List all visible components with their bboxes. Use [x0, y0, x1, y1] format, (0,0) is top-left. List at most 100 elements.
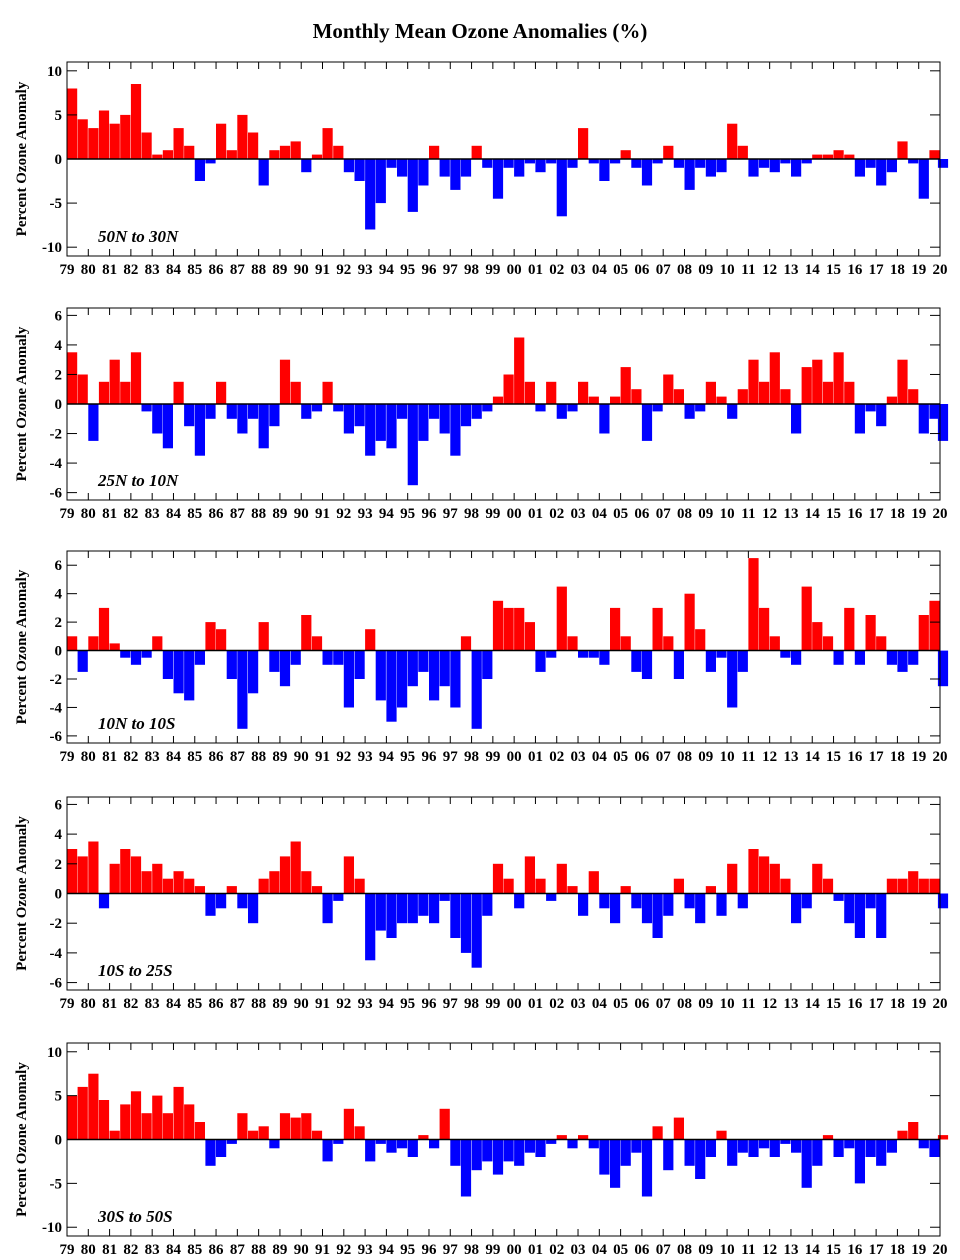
- y-tick-label: -6: [50, 486, 63, 502]
- bar-4-83: [937, 893, 949, 909]
- bar-2-25: [322, 381, 333, 404]
- bar-1-56: [652, 159, 663, 164]
- y-tick-label: 4: [55, 587, 63, 603]
- bar-2-41: [492, 396, 504, 404]
- x-tick-label: 98: [464, 996, 479, 1012]
- bar-3-42: [503, 607, 514, 651]
- bar-4-60: [695, 893, 706, 924]
- bar-3-9: [152, 636, 163, 651]
- x-tick-label: 15: [826, 506, 841, 522]
- bar-1-12: [184, 145, 195, 159]
- bar-1-65: [748, 159, 759, 177]
- x-tick-label: 85: [187, 1242, 202, 1258]
- bar-4-64: [737, 893, 748, 909]
- bar-1-55: [641, 159, 653, 186]
- x-tick-label: 03: [571, 996, 586, 1012]
- bar-3-60: [695, 629, 706, 651]
- bar-5-68: [780, 1139, 791, 1144]
- bar-5-74: [844, 1139, 855, 1149]
- bar-2-21: [279, 359, 291, 404]
- bar-3-82: [929, 600, 940, 651]
- bar-2-61: [705, 381, 716, 404]
- x-tick-label: 09: [698, 506, 713, 522]
- bar-4-74: [844, 893, 855, 924]
- x-tick-label: 02: [549, 262, 564, 278]
- bar-2-62: [716, 396, 727, 404]
- bar-2-10: [162, 404, 173, 449]
- x-tick-label: 82: [123, 1242, 138, 1258]
- bar-1-74: [844, 154, 855, 159]
- x-tick-label: 19: [911, 262, 926, 278]
- bar-3-28: [354, 650, 365, 679]
- bar-2-20: [269, 404, 280, 427]
- bar-1-18: [248, 132, 259, 159]
- x-tick-label: 88: [251, 262, 266, 278]
- x-tick-label: 15: [826, 749, 841, 765]
- x-tick-label: 02: [549, 749, 564, 765]
- x-tick-label: 94: [379, 996, 395, 1012]
- bar-1-49: [578, 128, 589, 159]
- bar-5-22: [290, 1117, 301, 1140]
- x-tick-label: 99: [485, 506, 500, 522]
- bar-4-45: [535, 878, 546, 894]
- y-tick-label: 4: [55, 338, 63, 354]
- bar-4-13: [194, 886, 205, 894]
- x-tick-label: 79: [60, 1242, 75, 1258]
- bar-5-48: [567, 1139, 578, 1149]
- bar-1-52: [610, 159, 621, 164]
- bar-3-1: [67, 636, 78, 651]
- bar-5-65: [748, 1139, 759, 1157]
- x-tick-label: 91: [315, 749, 330, 765]
- bar-5-82: [929, 1139, 940, 1157]
- x-tick-label: 05: [613, 749, 628, 765]
- bar-3-77: [876, 636, 887, 651]
- bar-1-58: [673, 159, 684, 168]
- bar-4-44: [524, 856, 535, 894]
- bar-3-22: [290, 650, 301, 665]
- bar-1-57: [663, 145, 674, 159]
- x-tick-label: 04: [592, 749, 608, 765]
- bar-1-21: [279, 145, 291, 159]
- bar-5-64: [737, 1139, 748, 1153]
- bar-3-18: [248, 650, 259, 694]
- bar-4-49: [578, 893, 589, 916]
- bar-5-73: [833, 1139, 844, 1157]
- x-tick-label: 81: [102, 506, 117, 522]
- bar-2-40: [482, 404, 493, 412]
- bar-2-29: [365, 404, 376, 456]
- bar-1-6: [120, 114, 131, 159]
- bar-3-27: [343, 650, 354, 708]
- x-tick-label: 00: [507, 749, 522, 765]
- bar-4-19: [258, 878, 269, 894]
- bar-4-48: [567, 886, 578, 894]
- x-tick-label: 87: [230, 1242, 246, 1258]
- bar-4-35: [429, 893, 440, 924]
- bar-1-54: [631, 159, 642, 168]
- x-tick-label: 06: [634, 996, 650, 1012]
- x-tick-label: 84: [166, 506, 182, 522]
- bar-5-8: [141, 1113, 152, 1140]
- bar-2-45: [535, 404, 546, 412]
- x-tick-label: 10: [720, 1242, 735, 1258]
- plot-frame: [66, 550, 941, 744]
- bar-2-46: [546, 381, 557, 404]
- bar-2-24: [311, 404, 323, 412]
- bar-5-45: [535, 1139, 546, 1157]
- bar-5-29: [365, 1139, 376, 1162]
- region-label: 10S to 25S: [98, 961, 173, 980]
- y-tick-label: -10: [42, 240, 62, 256]
- bar-4-17: [237, 893, 248, 909]
- bar-2-28: [354, 404, 365, 427]
- x-tick-label: 89: [272, 506, 287, 522]
- bar-5-34: [418, 1135, 429, 1140]
- x-tick-label: 05: [613, 996, 628, 1012]
- bar-3-16: [226, 650, 237, 679]
- bar-3-32: [397, 650, 408, 708]
- bar-2-67: [769, 352, 780, 404]
- bar-4-26: [333, 893, 344, 901]
- bar-2-76: [865, 404, 876, 412]
- x-tick-label: 09: [698, 1242, 713, 1258]
- bar-1-79: [897, 141, 908, 159]
- bar-3-76: [865, 615, 876, 651]
